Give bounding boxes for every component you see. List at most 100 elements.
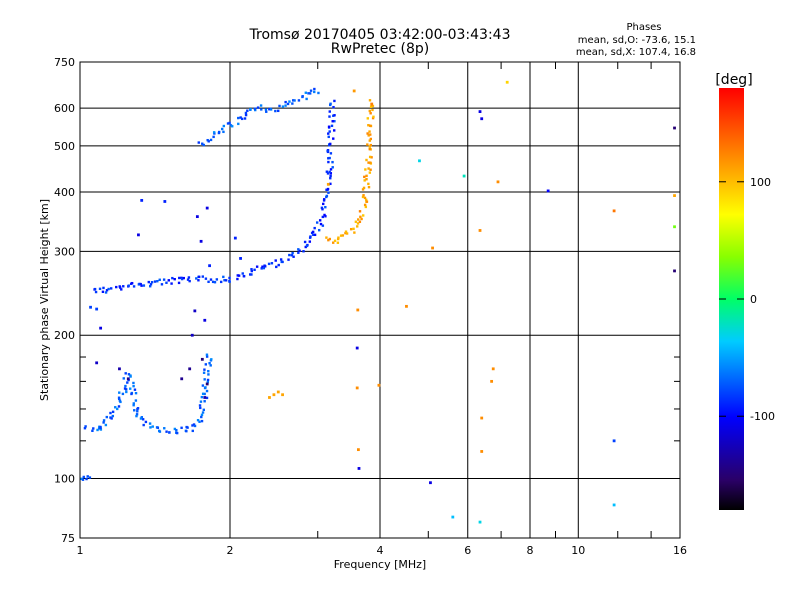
echo-point [248, 273, 252, 276]
scatter-point [95, 361, 99, 365]
echo-point [130, 281, 134, 285]
echo-point [253, 268, 256, 272]
echo-point [237, 274, 241, 277]
echo-point [158, 430, 162, 433]
echo-point [140, 284, 143, 287]
scatter-point [268, 396, 271, 399]
echo-point [205, 396, 209, 400]
echo-point [124, 372, 127, 375]
echo-point [182, 276, 185, 280]
echo-point [175, 428, 178, 432]
scatter-point [478, 110, 482, 114]
echo-point [329, 102, 332, 105]
scatter-point [239, 257, 242, 260]
echo-point [144, 420, 148, 424]
echo-point [286, 102, 290, 106]
echo-point [332, 105, 335, 109]
echo-point [197, 279, 200, 282]
echo-point [325, 170, 329, 173]
echo-point [132, 384, 135, 388]
echo-point [148, 422, 152, 425]
echo-point [312, 233, 315, 236]
chart-subtitle: RwPretec (8p) [331, 41, 429, 57]
echo-point [99, 428, 103, 431]
echo-point [203, 378, 206, 381]
echo-point [200, 413, 204, 417]
echo-point [105, 415, 108, 419]
scatter-point [429, 481, 432, 485]
echo-point [132, 381, 135, 385]
scatter-point [673, 126, 676, 130]
echo-point [244, 113, 248, 117]
y-tick-label: 100 [54, 473, 75, 486]
x-tick-label: 16 [673, 544, 687, 557]
scatter-point [199, 239, 203, 243]
echo-point [92, 427, 95, 430]
echo-point [237, 122, 240, 126]
echo-point [366, 143, 369, 146]
y-tick-label: 400 [54, 186, 75, 199]
x-tick-label: 2 [227, 544, 234, 557]
echo-point [156, 279, 159, 283]
scatter-point [377, 383, 381, 387]
echo-point [122, 377, 125, 380]
echo-point [188, 279, 191, 283]
echo-point [345, 232, 349, 235]
echo-point [206, 378, 210, 382]
grid-lines [80, 62, 680, 538]
y-tick-label: 500 [54, 140, 75, 153]
echo-point [369, 105, 373, 109]
echo-point [308, 92, 312, 95]
echo-point [162, 278, 166, 281]
echo-point [368, 139, 371, 142]
echo-point [132, 285, 136, 288]
echo-point [315, 221, 319, 224]
echo-point [136, 410, 139, 413]
echo-point [130, 392, 133, 396]
echo-point [135, 414, 138, 418]
echo-point [223, 279, 226, 282]
echo-point [200, 395, 204, 399]
echo-point [369, 112, 372, 115]
echo-point [117, 396, 121, 399]
echo-point [202, 408, 205, 412]
echo-point [129, 387, 132, 390]
legend-title: Phases [626, 22, 661, 33]
echo-point [205, 355, 209, 358]
echo-point [367, 185, 371, 189]
scatter-point [370, 102, 374, 106]
echo-point [168, 431, 171, 434]
echo-point [118, 391, 121, 394]
echo-point [307, 92, 310, 95]
echo-point [84, 425, 87, 428]
echo-point [153, 280, 157, 283]
y-tick-label: 600 [54, 102, 75, 115]
echo-point [288, 100, 291, 103]
echo-point [187, 276, 191, 279]
scatter-point [673, 269, 676, 273]
echo-point [99, 426, 102, 430]
echo-point [253, 107, 257, 110]
echo-point [363, 203, 367, 207]
echo-point [212, 135, 215, 139]
x-tick-label: 8 [527, 544, 534, 557]
legend-line-x: mean, sd,X: 107.4, 16.8 [576, 47, 696, 58]
echo-point [204, 386, 207, 389]
echo-point [136, 407, 139, 411]
echo-point [207, 373, 210, 376]
echo-point [301, 95, 304, 99]
echo-point [231, 125, 234, 128]
echo-point [328, 156, 331, 160]
echo-point [126, 381, 129, 384]
echo-point [368, 109, 371, 113]
echo-point [186, 426, 189, 429]
echo-point [368, 145, 371, 148]
echo-point [82, 475, 85, 479]
echo-point [134, 399, 138, 402]
echo-point [333, 114, 336, 117]
scatter-point [357, 467, 361, 470]
echo-point [165, 430, 168, 433]
echo-point [250, 268, 253, 271]
echo-point [237, 116, 240, 120]
echo-point [209, 278, 213, 281]
